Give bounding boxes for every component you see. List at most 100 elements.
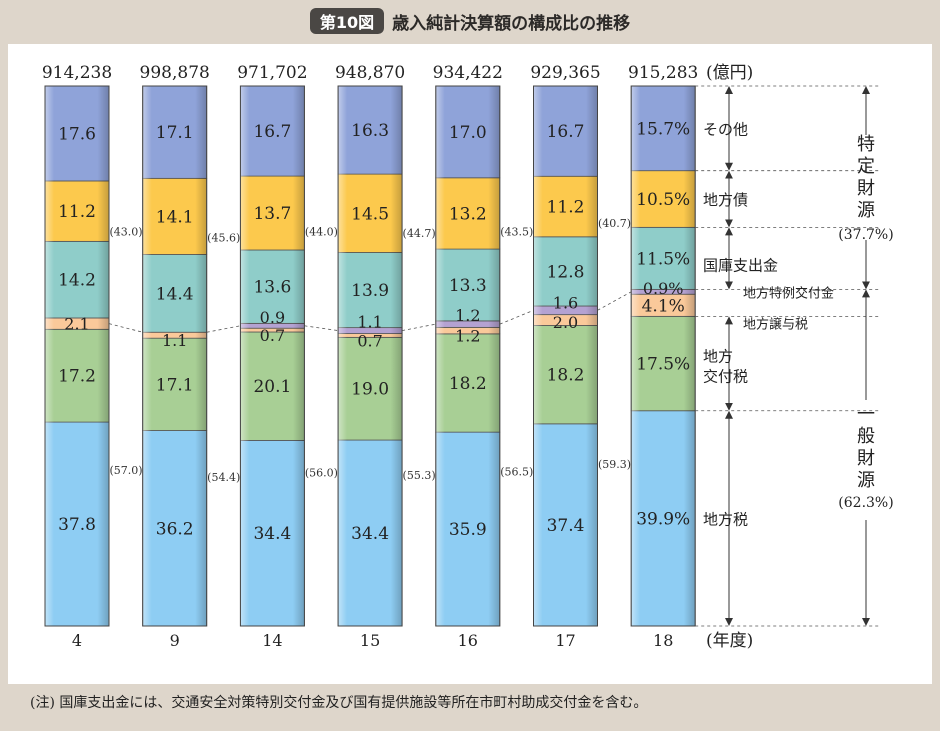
- data-label-chiho_zei: 39.9%: [636, 509, 690, 529]
- tokutei-zaigen-label: (40.7): [598, 217, 631, 230]
- bar-total-label: 971,702: [237, 63, 307, 83]
- data-label-kokko: 13.6: [253, 278, 291, 298]
- legend-label-chiho-zei: 地方税: [703, 510, 748, 528]
- data-label-kokko: 13.9: [351, 281, 389, 301]
- ippan-zaigen-label: (56.5): [500, 465, 533, 478]
- bar-outline-15: [337, 85, 403, 627]
- bars: [44, 85, 696, 627]
- bar-labels: 914,238437.817.22.114.211.217.6998,87893…: [42, 63, 753, 651]
- data-label-chiho_zei: 37.8: [58, 515, 96, 535]
- data-label-chiho_kofuzei: 17.2: [58, 367, 96, 387]
- tokutei-zaigen-label: (44.0): [305, 226, 338, 239]
- data-label-chiho_joyozei: 0.7: [357, 331, 382, 350]
- data-label-sonota: 16.7: [547, 122, 585, 142]
- data-label-chiho_joyozei: 2.1: [64, 315, 89, 334]
- bar-outline-16: [435, 85, 501, 627]
- group-pct-tokutei: (37.7%): [838, 227, 893, 243]
- data-label-chiho_joyozei: 1.1: [162, 331, 187, 350]
- connector-line: [499, 309, 534, 325]
- legend-label-chiho-kofuzei-1: 地方: [703, 348, 733, 366]
- data-label-chiho_zei: 37.4: [547, 516, 585, 536]
- data-label-chiho_zei: 36.2: [156, 519, 194, 539]
- group-pct-ippan: (62.3%): [838, 495, 893, 511]
- series-annotations: その他地方債国庫支出金地方特例交付金地方譲与税地方交付税地方税特定財源(37.7…: [695, 85, 894, 627]
- tokutei-zaigen-label: (44.7): [403, 227, 436, 240]
- data-label-chiho_kofuzei: 18.2: [547, 366, 585, 386]
- group-label-tokutei-char: 特: [857, 134, 875, 155]
- data-label-chiho_tokurei: 1.6: [553, 293, 578, 312]
- figure-header: 第10図 歳入純計決算額の構成比の推移: [0, 6, 940, 36]
- x-tick-label: 14: [262, 631, 282, 650]
- bar-total-label: 915,283: [628, 63, 698, 83]
- data-label-kokko: 13.3: [449, 276, 487, 296]
- ippan-zaigen-label: (55.3): [403, 469, 436, 482]
- x-tick-label: 17: [555, 631, 575, 650]
- bar-outline-4: [44, 85, 110, 627]
- ippan-zaigen-label: (54.4): [207, 471, 240, 484]
- data-label-chiho_tokurei: 0.9%: [643, 279, 684, 298]
- x-tick-label: 18: [653, 631, 673, 650]
- connector-line: [597, 291, 632, 311]
- tokutei-zaigen-label: (43.0): [109, 225, 142, 238]
- data-label-chiho_tokurei: 1.1: [357, 313, 382, 332]
- footnote: (注) 国庫支出金には、交通安全対策特別交付金及び国有提供施設等所在市町村助成交…: [30, 695, 648, 711]
- data-label-sonota: 15.7%: [636, 119, 690, 139]
- data-label-chiho_joyozei: 2.0: [553, 313, 578, 332]
- connector-line: [402, 323, 436, 331]
- group-label-ippan-char: 一: [857, 404, 875, 425]
- data-label-sonota: 17.6: [58, 124, 96, 144]
- data-label-chiho_tokurei: 1.2: [455, 306, 480, 325]
- bar-outline-14: [239, 85, 305, 627]
- data-label-chiho_kofuzei: 17.5%: [636, 355, 690, 375]
- data-label-chiho_kofuzei: 19.0: [351, 380, 389, 400]
- data-label-chihosai: 11.2: [547, 198, 585, 218]
- ippan-zaigen-label: (56.0): [305, 467, 338, 480]
- bar-outline-17: [533, 85, 598, 627]
- legend-label-sonota: その他: [703, 120, 748, 138]
- data-label-kokko: 11.5%: [636, 249, 690, 269]
- legend-label-chiho-kofuzei-2: 交付税: [703, 368, 748, 386]
- legend-label-chiho-joyozei: 地方譲与税: [743, 316, 808, 332]
- tokutei-zaigen-label: (43.5): [500, 225, 533, 238]
- data-label-chihosai: 13.7: [253, 204, 291, 224]
- x-unit-label: (年度): [706, 631, 753, 651]
- data-label-chiho_joyozei: 4.1%: [642, 296, 685, 316]
- group-label-tokutei-char: 財: [857, 178, 875, 199]
- data-label-chihosai: 14.1: [156, 207, 194, 227]
- bar-outline-18: [630, 85, 696, 627]
- bar-total-label: 914,238: [42, 63, 112, 83]
- figure-number-badge: 第10図: [309, 8, 385, 34]
- legend-label-chihosai: 地方債: [703, 191, 748, 209]
- connector-line: [304, 325, 339, 331]
- bar-total-label: 998,878: [140, 63, 210, 83]
- data-label-chiho_joyozei: 0.7: [260, 326, 285, 345]
- bar-outline-9: [142, 85, 208, 627]
- figure-title: 歳入純計決算額の構成比の推移: [392, 13, 631, 34]
- x-tick-label: 16: [458, 631, 478, 650]
- data-label-sonota: 17.1: [156, 123, 194, 143]
- ippan-zaigen-label: (59.3): [598, 458, 631, 471]
- ippan-zaigen-label: (57.0): [109, 464, 142, 477]
- x-tick-label: 9: [170, 631, 180, 650]
- data-label-kokko: 14.2: [58, 271, 96, 291]
- data-label-chiho_zei: 34.4: [253, 524, 291, 544]
- group-label-tokutei-char: 定: [857, 156, 875, 177]
- data-label-chiho_kofuzei: 20.1: [253, 377, 291, 397]
- data-label-chiho_kofuzei: 17.1: [156, 375, 194, 395]
- connector-line: [206, 325, 241, 333]
- legend-label-kokko: 国庫支出金: [703, 256, 778, 274]
- data-label-chiho_joyozei: 1.2: [455, 327, 480, 346]
- data-label-chihosai: 11.2: [58, 202, 96, 222]
- data-label-sonota: 17.0: [449, 123, 487, 143]
- data-label-sonota: 16.3: [351, 121, 389, 141]
- group-label-ippan-char: 財: [857, 448, 875, 469]
- bar-total-label: 934,422: [433, 63, 503, 83]
- tokutei-zaigen-label: (45.6): [207, 231, 240, 244]
- legend-label-chiho-tokurei: 地方特例交付金: [743, 285, 834, 301]
- data-label-sonota: 16.7: [253, 122, 291, 142]
- data-label-kokko: 12.8: [547, 262, 585, 282]
- total-unit-label: (億円): [706, 63, 753, 83]
- group-label-tokutei-char: 源: [857, 200, 875, 221]
- data-label-chiho_kofuzei: 18.2: [449, 374, 487, 394]
